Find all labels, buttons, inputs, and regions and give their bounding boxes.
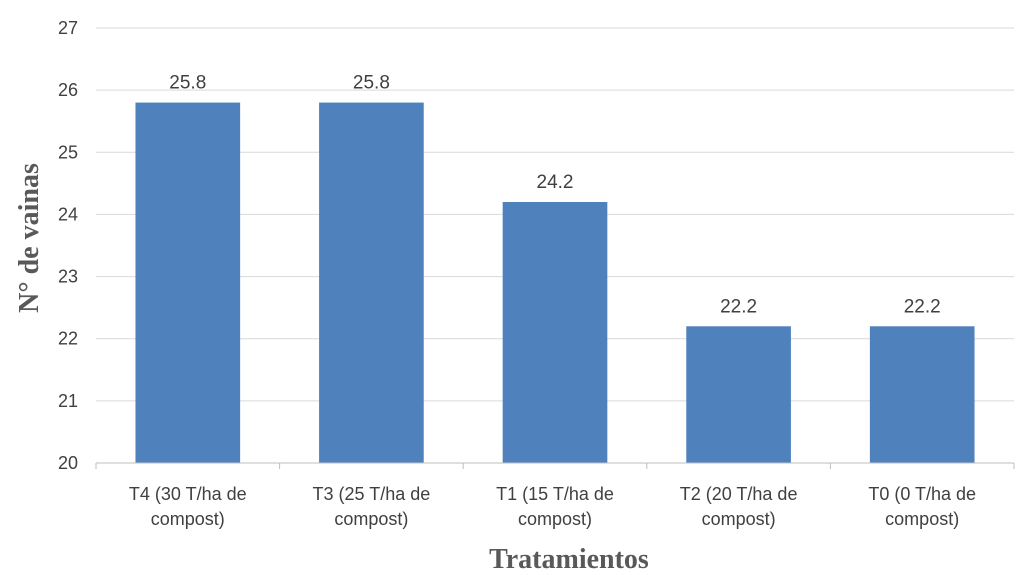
x-tick-label-line: compost) xyxy=(702,509,776,529)
x-tick-label-line: T1 (15 T/ha de xyxy=(496,484,614,504)
x-tick-label: T1 (15 T/ha de compost) xyxy=(496,484,614,529)
data-label: 25.8 xyxy=(353,73,390,94)
x-tick-label-line: compost) xyxy=(885,509,959,529)
x-tick-label: T2 (20 T/ha de compost) xyxy=(680,484,798,529)
bar xyxy=(869,326,975,463)
data-label: 25.8 xyxy=(169,73,206,94)
x-tick-label-line: T2 (20 T/ha de xyxy=(680,484,798,504)
y-tick-label: 25 xyxy=(58,142,78,162)
x-axis-title: Tratamientos xyxy=(489,544,649,575)
x-tick-label: T4 (30 T/ha de compost) xyxy=(129,484,247,529)
y-axis-title: N° de vainas xyxy=(14,163,45,313)
y-tick-labels: 20 21 22 23 24 25 26 27 xyxy=(58,18,78,473)
y-tick-label: 23 xyxy=(58,267,78,287)
axes xyxy=(95,462,1015,469)
y-tick-label: 24 xyxy=(58,204,78,224)
data-label: 24.2 xyxy=(537,172,574,193)
y-tick-label: 22 xyxy=(58,329,78,349)
data-label: 22.2 xyxy=(904,296,941,317)
x-tick-label: T3 (25 T/ha de compost) xyxy=(313,484,431,529)
bars xyxy=(135,102,975,464)
y-tick-label: 20 xyxy=(58,453,78,473)
x-tick-labels: T4 (30 T/ha de compost) T3 (25 T/ha de comp… xyxy=(129,484,976,529)
bar xyxy=(319,102,424,464)
y-tick-label: 26 xyxy=(58,80,78,100)
bar xyxy=(686,326,791,463)
bar xyxy=(135,102,241,464)
data-label: 22.2 xyxy=(720,296,757,317)
bar xyxy=(502,202,608,463)
data-labels: 25.8 25.8 24.2 22.2 22.2 xyxy=(169,73,940,318)
x-tick-label-line: T3 (25 T/ha de xyxy=(313,484,431,504)
x-tick-label: T0 (0 T/ha de compost) xyxy=(868,484,976,529)
x-tick-label-line: T4 (30 T/ha de xyxy=(129,484,247,504)
x-tick-label-line: compost) xyxy=(518,509,592,529)
x-tick-label-line: compost) xyxy=(151,509,225,529)
y-tick-label: 21 xyxy=(58,391,78,411)
x-tick-label-line: T0 (0 T/ha de xyxy=(868,484,976,504)
x-tick-label-line: compost) xyxy=(334,509,408,529)
y-tick-label: 27 xyxy=(58,18,78,38)
